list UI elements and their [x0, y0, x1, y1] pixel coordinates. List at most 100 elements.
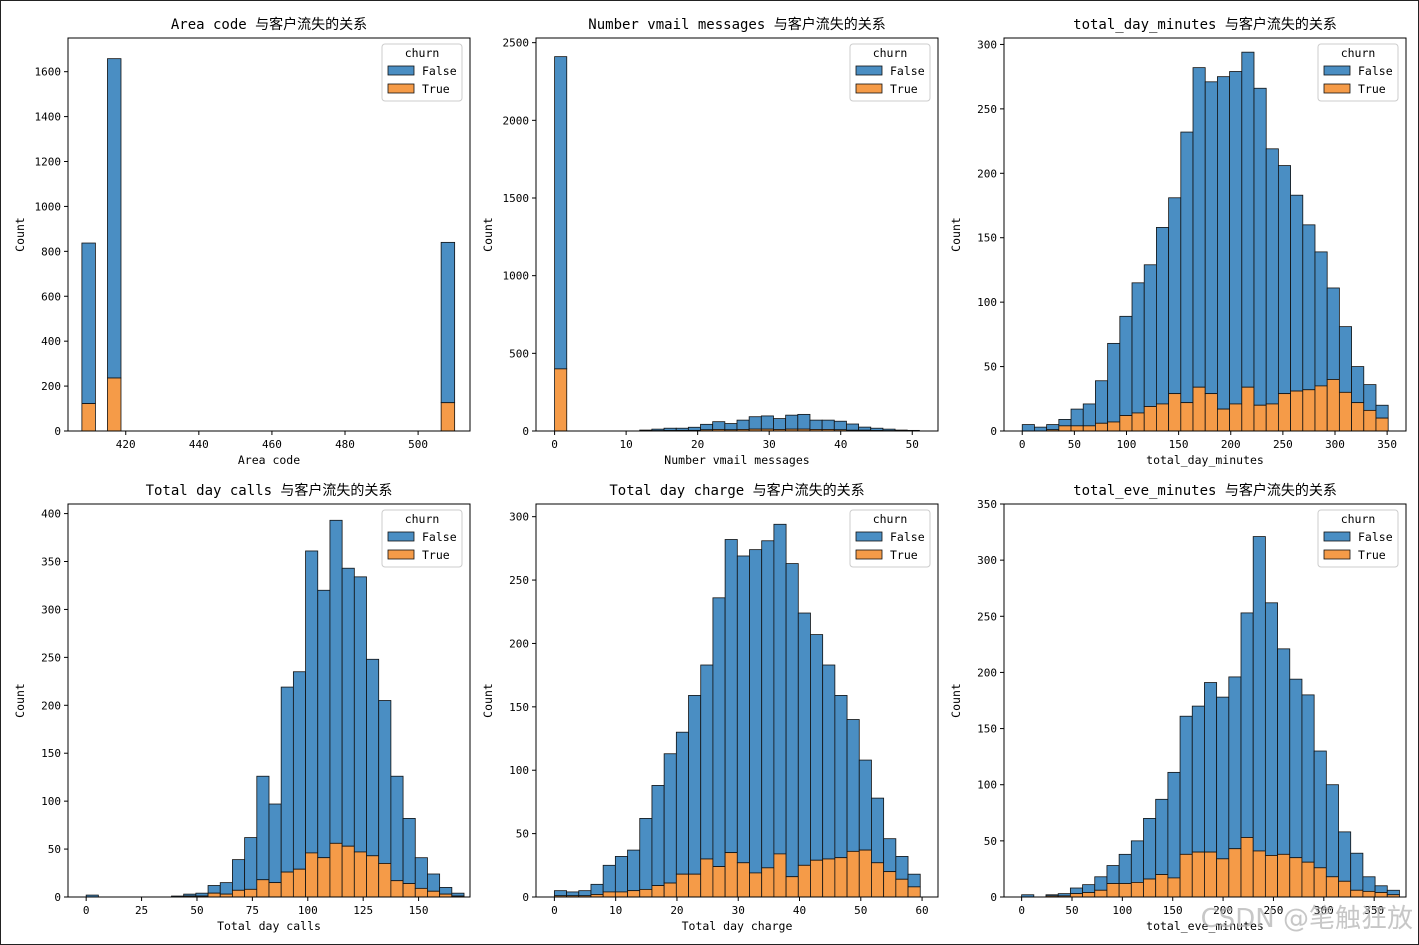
y-tick-label: 1200 — [35, 156, 62, 169]
y-tick-label: 150 — [509, 701, 529, 714]
chart-panel-5: 0 10 20 30 40 50 60 0 50 100 150 200 250 300 Total day… — [481, 482, 939, 933]
bar-false — [566, 891, 580, 897]
bar-true — [256, 879, 270, 898]
bar-true — [1289, 857, 1303, 898]
bar-true — [663, 882, 677, 898]
bar-false — [907, 873, 921, 888]
bar-true — [602, 891, 616, 898]
bar-false — [1253, 87, 1267, 406]
axes-frame — [1003, 37, 1407, 432]
bar-false — [440, 241, 456, 404]
x-tick-label: 350 — [1377, 438, 1397, 451]
y-tick-label: 1000 — [35, 200, 62, 213]
bar-false — [639, 818, 653, 890]
bar-true — [773, 853, 787, 898]
bar-false — [427, 873, 441, 892]
y-tick-label: 350 — [41, 556, 61, 569]
bar-true — [1155, 874, 1169, 898]
x-tick-label: 200 — [1221, 438, 1241, 451]
x-tick-label: 75 — [246, 904, 259, 917]
bar-false — [402, 818, 416, 884]
bar-false — [1107, 342, 1121, 423]
bar-false — [736, 555, 750, 864]
bar-false — [883, 838, 897, 873]
chart-title: Total day charge 与客户流失的关系 — [609, 482, 864, 499]
bar-true — [1156, 403, 1170, 432]
y-tick-label: 250 — [41, 651, 61, 664]
bar-false — [1143, 818, 1157, 880]
bar-true — [688, 873, 702, 898]
bar-false — [1106, 865, 1120, 884]
bar-true — [1301, 861, 1315, 898]
legend-label-true: True — [1358, 548, 1386, 562]
legend-label-true: True — [890, 82, 918, 96]
x-tick-label: 50 — [190, 904, 203, 917]
x-tick-label: 250 — [1264, 904, 1284, 917]
bar-false — [553, 890, 567, 897]
y-tick-label: 1000 — [503, 270, 530, 283]
bar-false — [341, 567, 355, 847]
bar-true — [268, 882, 282, 898]
y-tick-label: 2500 — [503, 37, 530, 50]
bar-false — [1240, 612, 1254, 838]
bar-true — [317, 857, 331, 898]
bar-false — [1314, 251, 1328, 387]
bar-true — [1338, 880, 1352, 898]
axes-frame — [67, 503, 471, 898]
x-tick-label: 250 — [1273, 438, 1293, 451]
bar-false — [1313, 750, 1327, 869]
legend-swatch-true — [387, 549, 415, 560]
bar-true — [1228, 848, 1242, 898]
bar-false — [1180, 131, 1194, 404]
bar-true — [834, 857, 848, 898]
bar-true — [1363, 409, 1377, 432]
x-tick-label: 60 — [915, 904, 928, 917]
y-tick-label: 200 — [41, 380, 61, 393]
bar-true — [1240, 837, 1254, 898]
bar-true — [1325, 876, 1339, 898]
x-tick-label: 50 — [906, 438, 919, 451]
bar-false — [1265, 148, 1279, 405]
x-tick-label: 300 — [1325, 438, 1345, 451]
bar-true — [1131, 412, 1145, 432]
bar-true — [1107, 421, 1121, 432]
bar-true — [244, 888, 258, 898]
bar-false — [821, 419, 835, 430]
chart-title: total_eve_minutes 与客户流失的关系 — [1073, 482, 1337, 499]
y-axis-label: Count — [949, 217, 963, 252]
bar-true — [1204, 851, 1218, 898]
bar-false — [1350, 852, 1364, 891]
bar-false — [554, 56, 568, 370]
bar-false — [1192, 67, 1206, 388]
bar-true — [1351, 402, 1365, 432]
x-tick-label: 0 — [551, 438, 558, 451]
bar-true — [1180, 402, 1194, 432]
bar-true — [1168, 393, 1182, 432]
bar-false — [1325, 784, 1339, 878]
x-tick-label: 10 — [609, 904, 622, 917]
y-axis-label: Count — [949, 683, 963, 718]
x-tick-label: 50 — [854, 904, 867, 917]
x-axis-label: Number vmail messages — [664, 453, 809, 467]
bar-false — [1082, 884, 1096, 893]
bar-true — [1326, 379, 1340, 432]
legend-swatch-true — [387, 83, 415, 94]
y-tick-label: 600 — [41, 290, 61, 303]
y-tick-label: 50 — [516, 828, 529, 841]
watermark: CSDN @笔触狂放 — [1200, 904, 1413, 934]
legend-swatch-false — [387, 65, 415, 76]
bar-false — [268, 803, 282, 884]
bar-true — [1204, 393, 1218, 432]
y-tick-label: 0 — [990, 891, 997, 904]
bar-true — [81, 403, 96, 432]
bar-false — [195, 892, 209, 897]
y-tick-label: 0 — [54, 425, 61, 438]
bar-false — [675, 731, 689, 875]
y-tick-label: 100 — [41, 795, 61, 808]
legend-swatch-true — [1323, 83, 1351, 94]
y-tick-label: 0 — [990, 425, 997, 438]
y-tick-label: 0 — [522, 425, 529, 438]
bar-false — [822, 664, 836, 860]
bar-false — [614, 856, 628, 893]
bar-false — [244, 837, 258, 890]
